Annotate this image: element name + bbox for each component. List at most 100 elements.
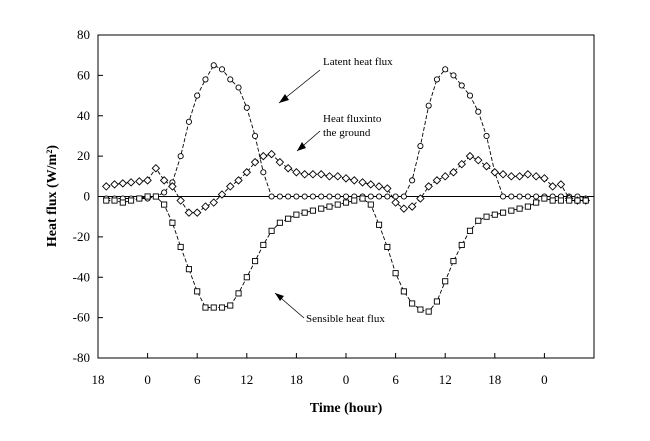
- data-point-heat-flux-into-the-ground: [126, 178, 136, 187]
- data-point-latent-heat-flux: [177, 153, 184, 160]
- data-point-heat-flux-into-the-ground: [350, 176, 359, 185]
- y-tick-label: 40: [77, 108, 90, 123]
- x-tick-label: 0: [343, 372, 350, 387]
- data-point-latent-heat-flux: [161, 189, 168, 196]
- data-point-heat-flux-into-the-ground: [540, 174, 549, 183]
- data-point-latent-heat-flux: [500, 193, 507, 200]
- annotation-sensible-heat-flux: Sensible heat flux: [306, 313, 385, 325]
- data-point-heat-flux-into-the-ground: [391, 198, 400, 207]
- x-tick-label: 0: [541, 372, 548, 387]
- data-point-heat-flux-into-the-ground: [498, 170, 508, 179]
- x-tick-label: 18: [290, 372, 303, 387]
- data-point-latent-heat-flux: [533, 193, 540, 200]
- data-point-sensible-heat-flux: [359, 195, 366, 202]
- data-point-latent-heat-flux: [384, 193, 391, 200]
- data-point-latent-heat-flux: [260, 169, 267, 176]
- data-point-latent-heat-flux: [516, 193, 523, 200]
- data-point-sensible-heat-flux: [582, 197, 589, 204]
- x-tick-label: 0: [144, 372, 151, 387]
- data-point-latent-heat-flux: [466, 92, 474, 99]
- data-point-latent-heat-flux: [450, 72, 457, 79]
- data-point-heat-flux-into-the-ground: [383, 184, 392, 193]
- data-point-latent-heat-flux: [458, 82, 465, 89]
- data-point-sensible-heat-flux: [351, 197, 358, 204]
- data-point-heat-flux-into-the-ground: [482, 161, 491, 171]
- data-point-sensible-heat-flux: [103, 197, 110, 204]
- data-point-heat-flux-into-the-ground: [159, 176, 169, 185]
- data-point-heat-flux-into-the-ground: [226, 182, 235, 191]
- y-tick-label: 20: [77, 148, 90, 163]
- data-point-heat-flux-into-the-ground: [151, 164, 161, 173]
- data-point-sensible-heat-flux: [458, 241, 465, 249]
- data-point-sensible-heat-flux: [450, 258, 457, 265]
- data-point-latent-heat-flux: [235, 84, 242, 91]
- data-point-latent-heat-flux: [326, 193, 333, 200]
- data-point-heat-flux-into-the-ground: [548, 182, 557, 191]
- data-point-latent-heat-flux: [483, 132, 490, 139]
- data-point-heat-flux-into-the-ground: [316, 170, 326, 179]
- data-point-sensible-heat-flux: [557, 197, 564, 204]
- data-point-heat-flux-into-the-ground: [325, 172, 334, 181]
- data-point-latent-heat-flux: [252, 132, 259, 139]
- data-point-sensible-heat-flux: [574, 197, 581, 204]
- y-tick-label: 80: [77, 27, 90, 42]
- annotations: Latent heat flux Heat fluxinto the groun…: [274, 56, 393, 325]
- data-point-heat-flux-into-the-ground: [259, 151, 268, 161]
- data-point-latent-heat-flux: [194, 92, 201, 99]
- y-tick-label: -20: [73, 229, 90, 244]
- data-point-latent-heat-flux: [185, 118, 192, 125]
- data-point-sensible-heat-flux: [541, 195, 548, 202]
- data-point-sensible-heat-flux: [516, 205, 523, 212]
- y-tick-label: -40: [73, 269, 90, 284]
- data-point-latent-heat-flux: [342, 193, 350, 200]
- data-point-sensible-heat-flux: [483, 213, 490, 220]
- data-point-sensible-heat-flux: [260, 241, 267, 249]
- data-point-sensible-heat-flux: [417, 306, 424, 313]
- data-point-sensible-heat-flux: [566, 197, 573, 204]
- data-point-heat-flux-into-the-ground: [490, 168, 500, 177]
- data-point-heat-flux-into-the-ground: [523, 170, 533, 179]
- data-point-heat-flux-into-the-ground: [300, 170, 309, 179]
- data-point-sensible-heat-flux: [466, 227, 474, 234]
- data-point-heat-flux-into-the-ground: [176, 196, 185, 205]
- x-axis-ticks: 18 0 6 12 18 0 6 12 18 0: [92, 353, 548, 387]
- data-point-heat-flux-into-the-ground: [184, 208, 194, 217]
- data-point-sensible-heat-flux: [285, 215, 292, 222]
- data-point-latent-heat-flux: [400, 193, 407, 200]
- x-axis-title: Time (hour): [310, 401, 383, 416]
- annotation-the-ground: the ground: [323, 127, 371, 139]
- y-tick-label: -60: [73, 310, 90, 325]
- data-point-sensible-heat-flux: [161, 201, 168, 208]
- data-point-sensible-heat-flux: [433, 298, 440, 305]
- data-point-sensible-heat-flux: [243, 274, 250, 281]
- data-point-heat-flux-into-the-ground: [118, 179, 128, 188]
- data-point-sensible-heat-flux: [227, 302, 234, 309]
- arrowhead-sensible: [275, 293, 284, 301]
- data-point-heat-flux-into-the-ground: [308, 170, 318, 179]
- data-point-heat-flux-into-the-ground: [267, 149, 276, 159]
- annotation-latent-heat-flux: Latent heat flux: [323, 56, 393, 68]
- data-point-heat-flux-into-the-ground: [234, 176, 243, 185]
- data-point-heat-flux-into-the-ground: [465, 151, 475, 161]
- x-tick-label: 12: [240, 372, 253, 387]
- data-point-latent-heat-flux: [276, 193, 283, 200]
- data-point-latent-heat-flux: [376, 193, 383, 200]
- data-point-latent-heat-flux: [285, 193, 292, 200]
- data-point-latent-heat-flux: [218, 66, 226, 73]
- data-point-sensible-heat-flux: [367, 201, 374, 208]
- data-point-sensible-heat-flux: [524, 203, 531, 210]
- data-point-latent-heat-flux: [524, 193, 531, 200]
- data-point-heat-flux-into-the-ground: [474, 155, 483, 165]
- data-point-latent-heat-flux: [301, 193, 308, 200]
- data-point-latent-heat-flux: [243, 104, 250, 111]
- y-tick-label: 0: [84, 189, 91, 204]
- data-point-sensible-heat-flux: [342, 199, 350, 206]
- data-point-sensible-heat-flux: [400, 288, 407, 295]
- data-point-sensible-heat-flux: [334, 201, 341, 208]
- data-point-latent-heat-flux: [508, 193, 515, 200]
- y-tick-label: 60: [77, 67, 90, 82]
- data-point-sensible-heat-flux: [301, 209, 308, 216]
- x-tick-label: 6: [392, 372, 399, 387]
- data-point-heat-flux-into-the-ground: [217, 190, 227, 199]
- data-point-heat-flux-into-the-ground: [407, 202, 417, 211]
